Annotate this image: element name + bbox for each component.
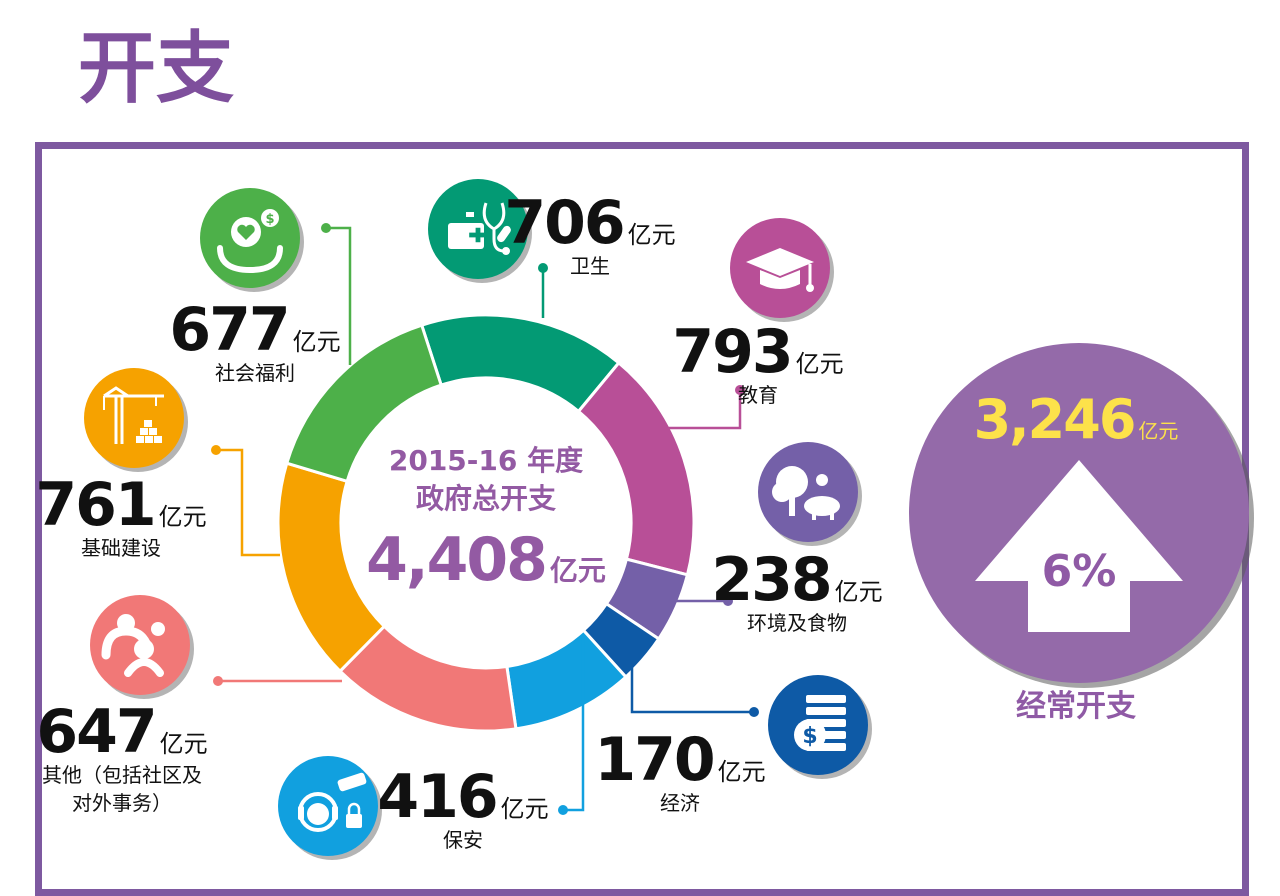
- slice-value-4: 416 亿元: [377, 762, 548, 832]
- page-title: 开支: [78, 24, 235, 114]
- slice-value-number: 677: [169, 295, 288, 365]
- category-icon-1: [730, 218, 834, 322]
- leader-dot-6: [211, 445, 221, 455]
- slice-label-1: 教育: [738, 383, 778, 407]
- recurrent-change: 6%: [1042, 546, 1117, 597]
- donut-center: 2015-16 年度 政府总开支 4,408 亿元: [366, 444, 606, 595]
- slice-value-unit: 亿元: [293, 328, 341, 356]
- headset-cctv-lock-icon: [298, 772, 367, 832]
- recurrent-total: 3,246 亿元: [974, 388, 1179, 451]
- icon-badge: [278, 756, 378, 856]
- category-icons: $$: [84, 179, 872, 860]
- donut-slices: [276, 313, 696, 733]
- slice-label-0: 卫生: [570, 254, 610, 278]
- slice-value-7: 677 亿元: [169, 295, 340, 365]
- donut-slice-1: [576, 360, 696, 577]
- increase-arrow-icon: [975, 460, 1183, 632]
- slice-value-unit: 亿元: [160, 730, 208, 758]
- slice-value-unit: 亿元: [718, 758, 766, 786]
- center-total-value: 4,408: [366, 525, 546, 595]
- slice-label-6: 基础建设: [81, 536, 161, 560]
- recurrent-expenditure-panel: 3,246 亿元 6% 经常开支: [909, 343, 1254, 724]
- slice-label-3: 经济: [660, 791, 700, 815]
- recurrent-total-unit: 亿元: [1138, 419, 1178, 443]
- medical-kit-stethoscope-icon: [448, 202, 511, 255]
- donut-slice-7: [284, 323, 444, 484]
- leader-line-3: [630, 666, 754, 714]
- leader-dot-7: [321, 223, 331, 233]
- svg-text:$: $: [802, 724, 817, 749]
- slice-value-unit: 亿元: [159, 503, 207, 531]
- leader-line-4: [563, 634, 585, 812]
- leader-dot-5: [213, 676, 223, 686]
- center-total: 4,408 亿元: [366, 525, 606, 595]
- center-year: 2015-16 年度: [389, 444, 583, 477]
- slice-value-number: 647: [36, 697, 155, 767]
- slice-value-5: 647 亿元: [36, 697, 207, 767]
- slice-value-unit: 亿元: [501, 795, 549, 823]
- slice-value-unit: 亿元: [796, 350, 844, 378]
- leader-dot-1: [735, 385, 745, 395]
- category-icon-4: [278, 756, 382, 860]
- tree-and-livestock-icon: [772, 466, 840, 520]
- slice-value-number: 238: [711, 545, 830, 615]
- leader-dot-2: [723, 596, 733, 606]
- slice-value-0: 706 亿元: [504, 188, 675, 258]
- leader-dot-3: [749, 707, 759, 717]
- category-icon-6: [84, 368, 188, 472]
- slice-value-3: 170 亿元: [594, 725, 765, 795]
- category-icon-3: $: [768, 675, 872, 779]
- graduation-cap-icon: [746, 248, 814, 292]
- recurrent-label: 经常开支: [1016, 689, 1136, 724]
- slice-value-number: 706: [504, 188, 623, 258]
- leader-line-6: [216, 448, 280, 557]
- leader-dot-0: [538, 263, 548, 273]
- slice-label-5-line-1: 对外事务）: [72, 791, 172, 815]
- icon-badge: [84, 368, 184, 468]
- leader-line-1: [668, 390, 742, 430]
- family-community-icon: [101, 614, 165, 677]
- recurrent-total-value: 3,246: [974, 388, 1135, 451]
- slice-value-unit: 亿元: [628, 221, 676, 249]
- slice-label-5-line-0: 其他（包括社区及: [42, 763, 202, 787]
- category-icon-5: [90, 595, 194, 699]
- category-icon-7: $: [200, 188, 304, 292]
- dollar-coin-stack-icon: $: [794, 695, 846, 751]
- slice-label-7: 社会福利: [215, 361, 295, 385]
- leader-lines: [211, 223, 759, 815]
- svg-text:$: $: [265, 212, 274, 227]
- center-caption: 政府总开支: [416, 482, 556, 515]
- center-total-unit: 亿元: [550, 554, 606, 587]
- slice-value-6: 761 亿元: [35, 470, 206, 540]
- slice-value-number: 761: [35, 470, 154, 540]
- slice-label-2: 环境及食物: [747, 611, 847, 635]
- slice-value-unit: 亿元: [835, 578, 883, 606]
- hands-heart-dollar-icon: $: [217, 209, 283, 274]
- slice-value-1: 793 亿元: [672, 317, 843, 387]
- leader-line-7: [326, 226, 352, 365]
- category-icon-0: [428, 179, 532, 283]
- construction-crane-icon: [103, 386, 164, 444]
- leader-dot-4: [558, 805, 568, 815]
- slice-value-2: 238 亿元: [711, 545, 882, 615]
- category-icon-2: [758, 442, 862, 546]
- slice-label-4: 保安: [443, 828, 483, 852]
- slice-value-number: 170: [594, 725, 713, 795]
- slice-value-number: 793: [672, 317, 791, 387]
- slice-value-number: 416: [377, 762, 496, 832]
